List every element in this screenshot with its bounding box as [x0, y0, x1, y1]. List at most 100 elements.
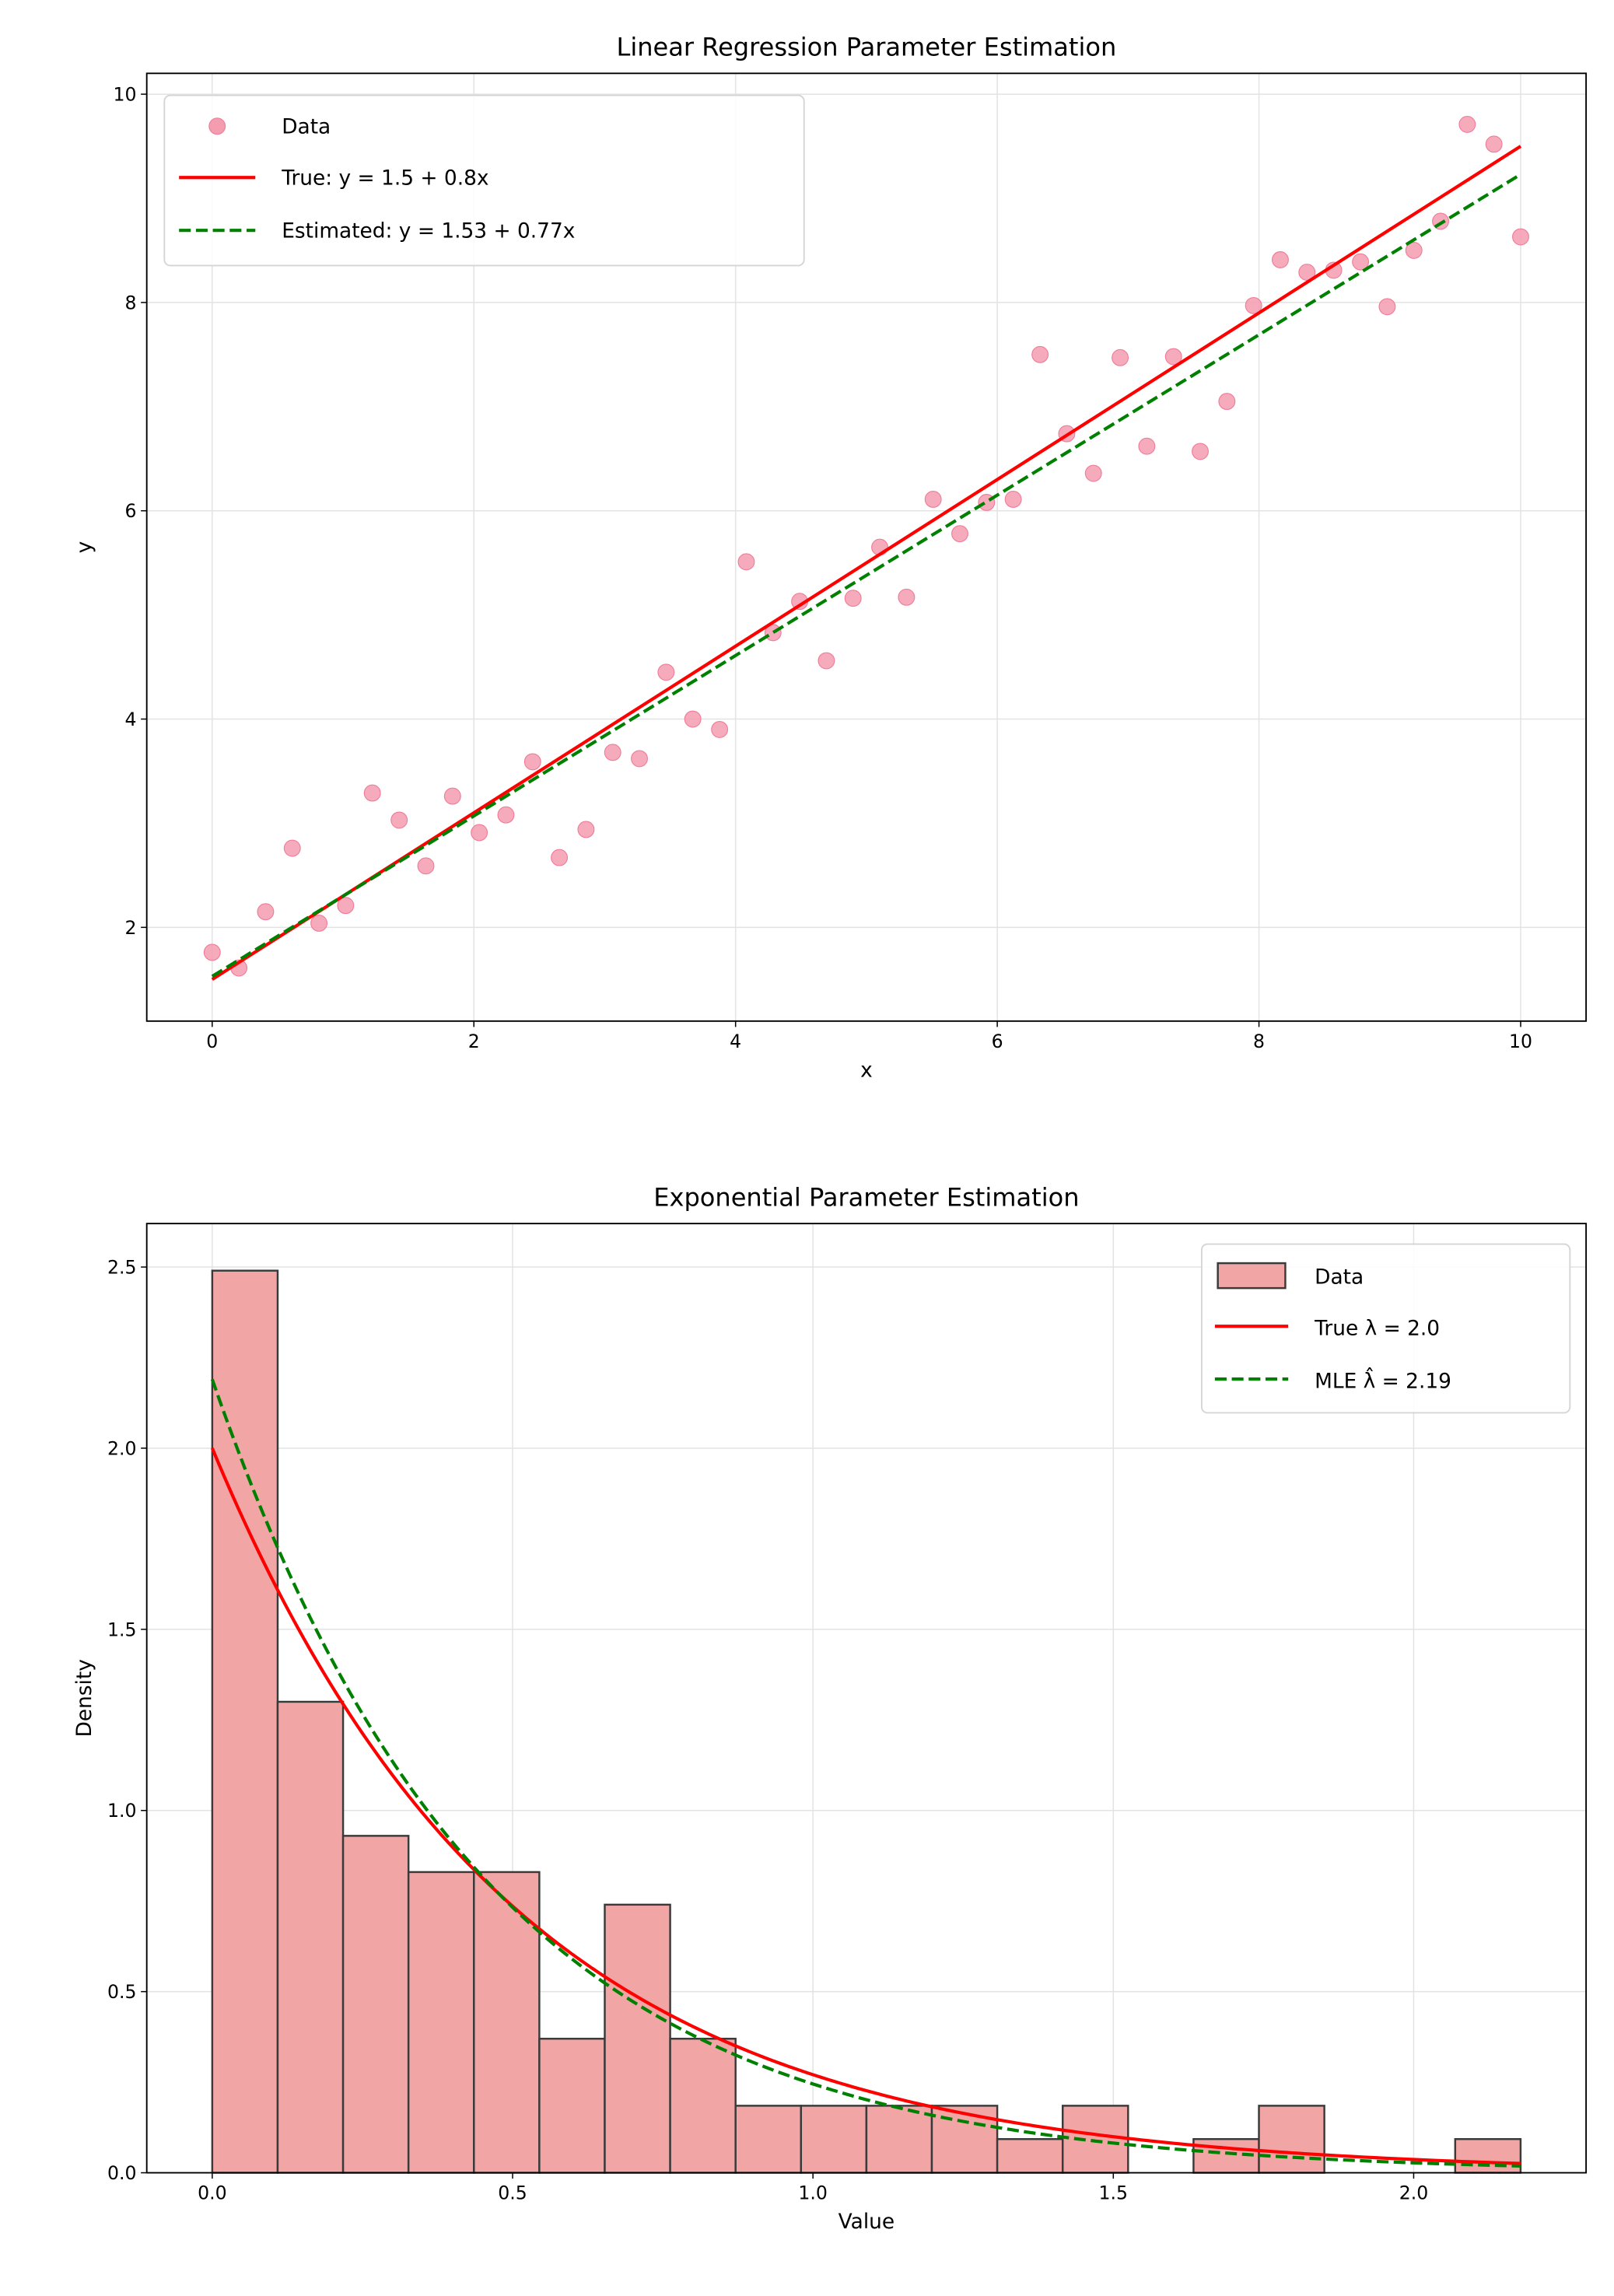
data-point: [1192, 443, 1209, 460]
y-tick-label: 4: [124, 709, 136, 730]
data-point: [1084, 464, 1102, 482]
axes-frame: [145, 72, 1588, 1022]
data-point: [310, 915, 328, 932]
data-point: [604, 744, 621, 761]
data-point: [1352, 253, 1370, 271]
x-axis-label: Value: [839, 2210, 895, 2234]
exponential-axes: 0.0 0.5 1.0 1.5 2.0 0.0 0.5 1.0 1.5 2.0 2.5 Exponen…: [72, 1183, 1588, 2234]
axes-frame: [145, 1223, 1588, 2174]
data-point: [898, 588, 916, 606]
histogram-bar: [473, 1871, 541, 2174]
x-tick-label: 4: [730, 1031, 741, 1052]
data-point: [657, 663, 675, 681]
y-tick-label: 2.0: [107, 1437, 136, 1459]
data-point: [684, 710, 702, 728]
histogram-bar: [800, 2105, 868, 2174]
histogram-bar: [669, 2037, 737, 2174]
x-tick-label: 6: [992, 1031, 1003, 1052]
legend-label-mle: MLE λ̂ = 2.19: [1315, 1367, 1451, 1394]
y-tick-label: 10: [113, 84, 136, 106]
data-point: [1004, 491, 1022, 508]
histogram-bar: [538, 2037, 606, 2174]
data-point: [337, 897, 355, 915]
chart-title: Exponential Parameter Estimation: [653, 1183, 1079, 1213]
data-point: [818, 652, 835, 670]
data-point: [551, 849, 569, 866]
y-axis-label: y: [72, 541, 96, 554]
legend-marker-data: [208, 117, 226, 135]
data-point: [1031, 345, 1049, 363]
true-regression-line: [211, 145, 1522, 982]
x-axis-label: x: [860, 1059, 873, 1083]
estimated-regression-line: [211, 173, 1522, 978]
data-point: [1298, 264, 1316, 282]
histogram-bar: [865, 2105, 933, 2174]
data-point: [951, 525, 968, 543]
histogram-bar: [604, 1903, 671, 2174]
y-tick-label: 6: [124, 500, 136, 522]
data-point: [390, 811, 408, 829]
data-point: [1458, 115, 1476, 133]
y-tick-label: 2: [124, 917, 136, 939]
x-tick-label: 2.0: [1399, 2182, 1428, 2204]
data-point: [844, 590, 862, 607]
data-point: [523, 753, 541, 771]
data-point: [1164, 348, 1182, 366]
data-point: [1272, 251, 1289, 268]
x-tick-label: 8: [1253, 1031, 1265, 1052]
legend-label-true: True: y = 1.5 + 0.8x: [281, 166, 488, 191]
data-point: [737, 553, 755, 571]
y-axis-label: Density: [72, 1659, 96, 1737]
data-point: [1112, 348, 1129, 366]
chart-title: Linear Regression Parameter Estimation: [616, 33, 1116, 62]
y-tick-label: 0.0: [107, 2162, 136, 2184]
data-point: [577, 821, 595, 838]
histogram-bar: [341, 1835, 410, 2174]
x-tick-label: 1.0: [798, 2182, 827, 2204]
data-point: [1512, 228, 1529, 246]
y-tick-label: 2.5: [107, 1257, 136, 1279]
y-tick-label: 0.5: [107, 1981, 136, 2003]
data-point: [1485, 135, 1503, 153]
histogram-bar: [1061, 2105, 1129, 2174]
data-point: [257, 903, 275, 921]
data-point: [283, 839, 301, 857]
x-tick-label: 0.5: [498, 2182, 527, 2204]
legend-label-true: True λ = 2.0: [1314, 1316, 1440, 1340]
data-point: [1138, 437, 1156, 455]
data-point: [1378, 298, 1396, 316]
legend-label-data: Data: [282, 115, 331, 139]
histogram-bar: [276, 1700, 345, 2174]
data-point: [471, 824, 488, 842]
mle-density-curve: [210, 1378, 1521, 2168]
x-tick-label: 1.5: [1099, 2182, 1128, 2204]
legend-label-data: Data: [1315, 1265, 1364, 1289]
histogram-bar: [1258, 2105, 1325, 2174]
data-point: [924, 491, 942, 508]
y-tick-label: 1.5: [107, 1619, 136, 1640]
legend-patch-data: [1217, 1262, 1287, 1290]
legend: Data True: y = 1.5 + 0.8x Estimated: y = 1…: [163, 94, 805, 267]
y-tick-label: 8: [124, 292, 136, 313]
data-point: [711, 720, 729, 738]
data-point: [203, 943, 221, 961]
data-point: [443, 787, 461, 805]
histogram-bar: [734, 2105, 803, 2174]
data-point: [417, 857, 435, 875]
data-point: [631, 750, 648, 768]
data-point: [1432, 212, 1449, 230]
histogram-bar: [407, 1871, 475, 2174]
histogram-bar: [1454, 2138, 1522, 2174]
x-tick-label: 10: [1509, 1031, 1532, 1052]
legend-box: [1200, 1243, 1571, 1414]
data-point: [1218, 393, 1236, 411]
x-tick-label: 0: [206, 1031, 218, 1052]
x-tick-label: 2: [468, 1031, 480, 1052]
legend-box: [163, 94, 805, 267]
legend-label-estimated: Estimated: y = 1.53 + 0.77x: [282, 219, 575, 243]
regression-axes: 0 2 4 6 8 10 2 4 6 8 10 Linear Regression Parameter…: [72, 33, 1588, 1083]
histogram-bar: [996, 2138, 1064, 2174]
y-tick-label: 1.0: [107, 1800, 136, 1822]
data-point: [1245, 296, 1262, 314]
